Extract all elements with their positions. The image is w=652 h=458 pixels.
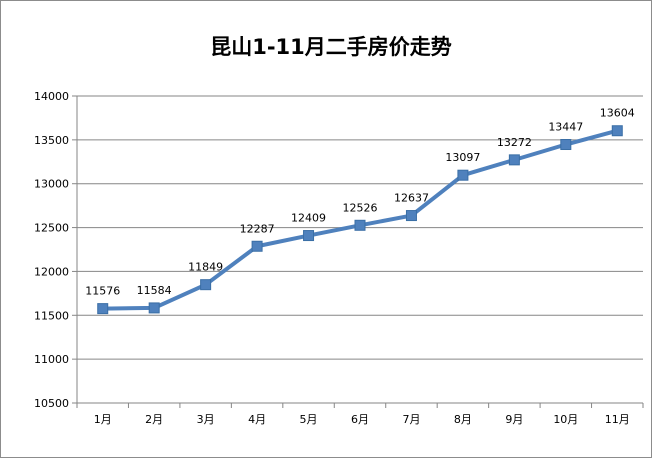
x-tick-label: 5月 <box>300 413 318 426</box>
series-line-layer <box>102 128 618 311</box>
data-label: 12287 <box>240 222 275 235</box>
series-markers <box>97 125 623 315</box>
data-label: 13447 <box>548 121 583 134</box>
x-tick-label: 6月 <box>351 413 369 426</box>
y-tick-label: 11000 <box>34 353 69 366</box>
axes <box>72 95 644 408</box>
data-label: 12526 <box>343 201 378 214</box>
data-label: 11576 <box>85 285 120 298</box>
y-tick-label: 12000 <box>34 265 69 278</box>
data-label: 11849 <box>188 261 223 274</box>
y-tick-label: 12500 <box>34 222 69 235</box>
x-tick-label: 1月 <box>94 413 112 426</box>
gridlines <box>77 95 643 404</box>
x-axis-tick-labels: 1月 2月 3月 4月 5月 6月 7月 8月 9月 10月 11月 <box>94 413 630 426</box>
x-tick-label: 3月 <box>197 413 215 426</box>
data-point-marker <box>97 303 109 315</box>
y-tick-label: 10500 <box>34 397 69 410</box>
data-point-marker <box>354 219 366 231</box>
y-tick-label: 14000 <box>34 90 69 103</box>
data-labels: 11576 11584 11849 12287 12409 12526 12637 13097… <box>85 107 635 298</box>
data-point-marker <box>611 125 623 137</box>
y-axis-tick-labels: 10500 11000 11500 12000 12500 13000 13500 14000 <box>34 90 69 410</box>
x-tick-label: 10月 <box>553 413 578 426</box>
series-line <box>102 128 618 311</box>
data-label: 12637 <box>394 192 429 205</box>
data-point-marker <box>148 302 160 314</box>
data-point-marker <box>508 154 520 166</box>
data-point-marker <box>251 240 263 252</box>
data-point-marker <box>200 279 212 291</box>
x-tick-label: 11月 <box>605 413 630 426</box>
y-tick-label: 11500 <box>34 309 69 322</box>
y-tick-label: 13000 <box>34 178 69 191</box>
data-point-marker <box>457 169 469 181</box>
data-point-marker <box>405 210 417 222</box>
x-tick-label: 7月 <box>402 413 420 426</box>
y-tick-label: 13500 <box>34 134 69 147</box>
x-tick-label: 2月 <box>145 413 163 426</box>
data-point-marker <box>303 230 315 242</box>
data-label: 11584 <box>137 284 172 297</box>
x-tick-label: 4月 <box>248 413 266 426</box>
data-label: 12409 <box>291 212 326 225</box>
data-label: 13604 <box>600 107 635 120</box>
chart-title: 昆山1-11月二手房价走势 <box>210 35 452 59</box>
x-tick-label: 9月 <box>505 413 523 426</box>
data-point-marker <box>560 139 572 151</box>
x-tick-label: 8月 <box>454 413 472 426</box>
data-label: 13272 <box>497 136 532 149</box>
data-label: 13097 <box>445 151 480 164</box>
